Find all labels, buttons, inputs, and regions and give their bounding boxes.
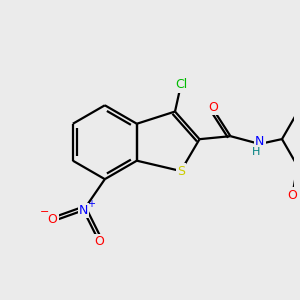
Text: O: O (94, 235, 104, 248)
Text: +: + (87, 200, 95, 209)
Text: H: H (252, 147, 260, 157)
Text: N: N (79, 204, 88, 217)
Text: Cl: Cl (175, 79, 187, 92)
Text: N: N (255, 134, 264, 148)
Text: O: O (47, 214, 57, 226)
Text: −: − (40, 207, 49, 217)
Text: S: S (177, 164, 185, 178)
Text: O: O (208, 100, 218, 113)
Text: O: O (288, 189, 298, 202)
